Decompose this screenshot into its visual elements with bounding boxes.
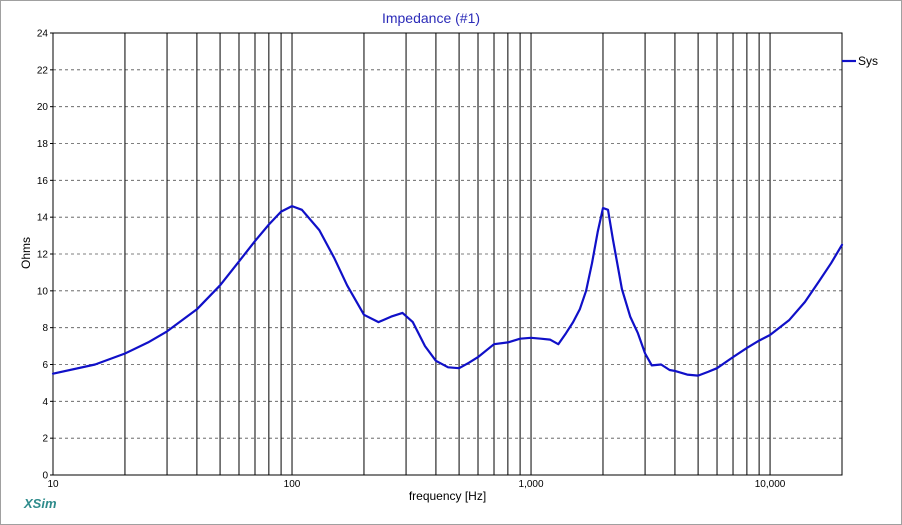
x-tick-label: 10,000 xyxy=(755,479,786,490)
y-tick-label: 12 xyxy=(37,250,49,261)
y-tick-label: 16 xyxy=(37,176,49,187)
y-tick-label: 10 xyxy=(37,286,49,297)
y-tick-label: 2 xyxy=(42,434,48,445)
y-tick-label: 24 xyxy=(37,29,49,40)
chart-title: Impedance (#1) xyxy=(381,10,481,26)
legend-label: Sys xyxy=(858,54,878,68)
y-tick-label: 0 xyxy=(42,471,48,482)
x-tick-label: 10 xyxy=(47,479,59,490)
x-tick-label: 1,000 xyxy=(519,479,544,490)
y-tick-label: 14 xyxy=(37,213,49,224)
xsim-logo: XSim xyxy=(24,496,57,511)
series-line-sys xyxy=(51,205,844,377)
x-axis-label: frequency [Hz] xyxy=(408,489,487,503)
y-tick-label: 4 xyxy=(42,397,48,408)
y-tick-label: 6 xyxy=(42,360,48,371)
x-tick-label: 100 xyxy=(284,479,301,490)
y-tick-label: 22 xyxy=(37,65,49,76)
y-tick-label: 18 xyxy=(37,139,49,150)
plot-frame xyxy=(52,32,843,476)
y-tick-label: 20 xyxy=(37,102,49,113)
y-tick-label: 8 xyxy=(42,323,48,334)
